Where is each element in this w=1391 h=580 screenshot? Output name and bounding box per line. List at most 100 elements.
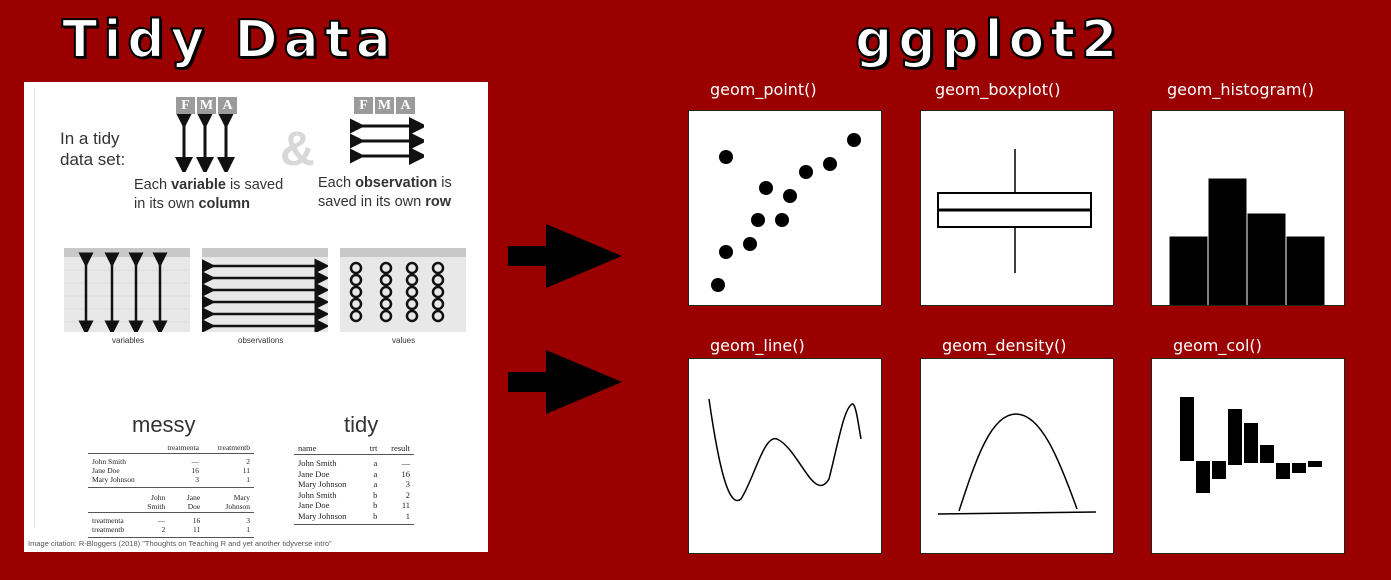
column-bar bbox=[1244, 423, 1258, 463]
caption-bold: column bbox=[198, 196, 251, 212]
variables-label: variables bbox=[112, 336, 145, 345]
table-cell: 16 bbox=[192, 516, 201, 525]
caption-bold: row bbox=[425, 194, 451, 210]
messy-table-2: John Smith Jane Doe Mary Johnson treatme… bbox=[88, 492, 254, 538]
table-cell: — bbox=[401, 458, 411, 468]
table-cell: Jane Doe bbox=[298, 500, 330, 510]
table-cell: a bbox=[373, 468, 378, 479]
tidy-heading: tidy bbox=[344, 412, 379, 437]
table-header bbox=[88, 492, 129, 513]
table-cell: Jane Doe bbox=[298, 468, 330, 479]
tidy-data-infographic: In a tidy data set: F M A & F M A Each v… bbox=[24, 82, 488, 552]
fma-header-columns: F M A bbox=[176, 97, 237, 114]
caption-text: is saved in its own bbox=[134, 177, 284, 212]
table-cell: — bbox=[157, 516, 166, 525]
messy-table-1: treatmenta treatmentb John Smith — 2 Jane … bbox=[88, 442, 254, 488]
column-bar bbox=[1276, 463, 1290, 479]
scatter-point bbox=[743, 237, 757, 251]
table-cell: — bbox=[191, 457, 199, 466]
table-row: Jane Doe a 16 bbox=[294, 469, 414, 480]
table-cell: b bbox=[373, 489, 378, 500]
horizontal-arrows-icon bbox=[350, 117, 424, 165]
table-cell: b bbox=[362, 510, 382, 525]
observations-diagram bbox=[202, 248, 328, 332]
geom-point-plot bbox=[688, 110, 882, 306]
histogram-bar bbox=[1246, 212, 1287, 305]
vertical-arrows-icon bbox=[175, 114, 235, 172]
values-label: values bbox=[392, 336, 416, 345]
table-header: Jane Doe bbox=[169, 492, 205, 513]
table-cell: Mary Johnson bbox=[294, 510, 363, 525]
line-icon bbox=[708, 398, 862, 502]
boxplot-icon bbox=[937, 149, 1092, 273]
table-row: Mary Johnson b 1 bbox=[294, 510, 414, 525]
right-arrow-icon bbox=[508, 350, 622, 414]
variable-caption: Each variable is saved in its own column bbox=[134, 176, 294, 214]
table-cell: John Smith bbox=[298, 489, 337, 500]
table-header: result bbox=[381, 442, 414, 455]
table-cell: 2 bbox=[405, 489, 410, 500]
geom-line-label: geom_line() bbox=[710, 336, 805, 355]
table-cell: 16 bbox=[401, 468, 411, 479]
ampersand-symbol: & bbox=[280, 123, 315, 176]
table-cell: treatmenta bbox=[92, 516, 124, 525]
geom-col-plot bbox=[1151, 358, 1345, 554]
column-bar bbox=[1260, 445, 1274, 463]
fma-letter: A bbox=[218, 97, 237, 114]
scatter-point bbox=[847, 133, 861, 147]
ggplot2-title: ggplot2 bbox=[854, 10, 1124, 70]
geom-col-label: geom_col() bbox=[1173, 336, 1262, 355]
table-cell: 11 bbox=[401, 500, 410, 510]
table-cell: a bbox=[373, 458, 378, 468]
table-row: Mary Johnson a 3 bbox=[294, 479, 414, 490]
table-row: Jane Doe 16 11 bbox=[88, 466, 254, 475]
geom-density-label: geom_density() bbox=[942, 336, 1067, 355]
table-row: John Smith a — bbox=[294, 455, 414, 469]
table-row: treatmentb 2 11 1 bbox=[88, 525, 254, 538]
scatter-point bbox=[719, 245, 733, 259]
table-cell: John Smith bbox=[92, 457, 126, 466]
table-cell: Mary Johnson bbox=[88, 475, 153, 488]
table-cell: b bbox=[373, 500, 378, 510]
geom-line-plot bbox=[688, 358, 882, 554]
column-icon bbox=[1180, 397, 1322, 493]
table-row: John Smith b 2 bbox=[294, 490, 414, 501]
table-header: trt bbox=[362, 442, 382, 455]
values-diagram bbox=[340, 248, 466, 332]
caption-bold: variable bbox=[171, 177, 226, 193]
table-row: Jane Doe b 11 bbox=[294, 500, 414, 511]
table-header: name bbox=[294, 442, 363, 455]
column-bar bbox=[1212, 461, 1226, 479]
geom-histogram-label: geom_histogram() bbox=[1167, 80, 1314, 99]
image-citation: Image citation: R-Bloggers (2018) "Thoug… bbox=[28, 539, 332, 548]
table-cell: 2 bbox=[128, 525, 170, 538]
table-cell: 16 bbox=[191, 466, 199, 475]
table-cell: Jane Doe bbox=[92, 466, 120, 475]
scatter-icon bbox=[711, 133, 861, 292]
caption-text: Each bbox=[134, 177, 172, 193]
table-cell: 3 bbox=[246, 516, 250, 525]
column-bar bbox=[1228, 409, 1242, 465]
table-cell: 1 bbox=[204, 525, 254, 538]
fma-header-rows: F M A bbox=[354, 97, 415, 114]
observations-label: observations bbox=[238, 336, 284, 345]
geom-boxplot-label: geom_boxplot() bbox=[935, 80, 1061, 99]
scatter-point bbox=[711, 278, 725, 292]
geom-histogram-plot bbox=[1151, 110, 1345, 306]
table-cell: treatmentb bbox=[88, 525, 129, 538]
table-row: Mary Johnson 3 1 bbox=[88, 475, 254, 488]
table-cell: 3 bbox=[405, 479, 410, 489]
histogram-bar bbox=[1168, 235, 1209, 305]
table-header: John Smith bbox=[128, 492, 170, 513]
caption-text: Each bbox=[318, 175, 356, 191]
table-cell: 2 bbox=[246, 457, 250, 466]
table-cell: John Smith bbox=[298, 458, 337, 468]
table-cell: 11 bbox=[242, 466, 250, 475]
column-bar bbox=[1308, 461, 1322, 467]
geom-boxplot-plot bbox=[920, 110, 1114, 306]
tidy-table: name trt result John Smith a — Jane Doe a 16… bbox=[294, 442, 414, 525]
column-bar bbox=[1180, 397, 1194, 461]
table-header: Mary Johnson bbox=[204, 492, 254, 513]
column-bar bbox=[1292, 463, 1306, 473]
table-cell: 1 bbox=[381, 510, 414, 525]
